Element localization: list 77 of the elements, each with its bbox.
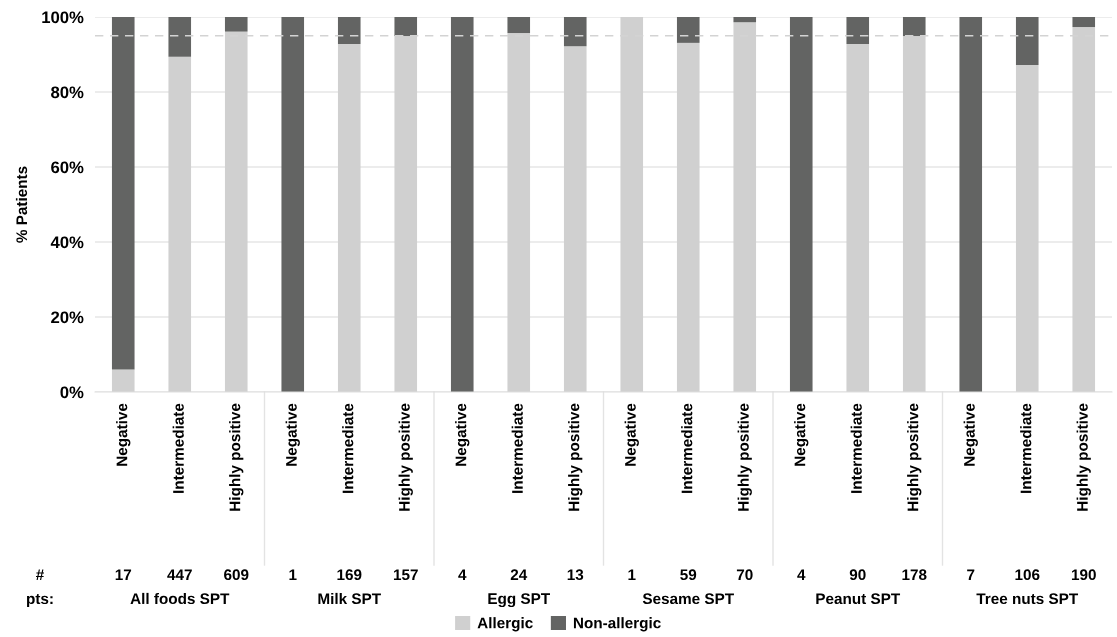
bar (846, 44, 870, 392)
bar (563, 17, 587, 47)
text: Egg SPT (488, 593, 550, 608)
text: 1 (628, 569, 636, 580)
bar (450, 17, 474, 392)
bar (1015, 17, 1039, 65)
y-tick-label: 80% (51, 86, 84, 99)
text: 1 (289, 569, 297, 580)
bar (224, 17, 248, 32)
bar (563, 46, 587, 392)
bar (733, 17, 757, 23)
text: pts: (27, 593, 53, 608)
text: 4 (797, 569, 806, 580)
y-tick-label: 60% (51, 161, 84, 174)
x-tick-label: Negative (963, 403, 978, 466)
text: All foods SPT (130, 592, 230, 605)
x-tick-label: Highly positive (568, 403, 583, 511)
x-tick-label: Highly positive (1076, 403, 1091, 511)
y-axis-title: % Patients (15, 166, 28, 243)
text: 17 (115, 569, 132, 580)
bar (281, 17, 305, 392)
bar (902, 17, 926, 37)
bar (337, 44, 361, 392)
text: Sesame SPT (642, 593, 734, 605)
bar (168, 17, 192, 57)
y-tick-label: 100% (42, 11, 84, 24)
y-tick-label: 20% (51, 311, 84, 324)
bar (168, 56, 192, 392)
x-tick-label: Intermediate (850, 403, 862, 493)
text: 157 (393, 569, 418, 581)
text: 169 (337, 569, 362, 581)
bar (337, 17, 361, 44)
x-tick-label: Highly positive (229, 403, 244, 511)
text: 59 (680, 569, 697, 581)
text: Milk SPT (318, 592, 381, 605)
legend-label: Allergic (477, 617, 533, 632)
legend-label: Non-allergic (573, 617, 661, 632)
text: 178 (902, 569, 927, 581)
bar (111, 17, 135, 370)
text: 24 (510, 569, 528, 580)
x-tick-label: Negative (624, 403, 639, 466)
bar (1015, 65, 1039, 392)
text: Peanut SPT (816, 593, 901, 605)
y-tick-label: 0% (60, 386, 84, 399)
y-tick-label: 40% (50, 236, 84, 249)
text: 13 (567, 569, 584, 581)
x-tick-label: Negative (285, 403, 300, 466)
text: Tree nuts SPT (976, 593, 1079, 605)
bar (507, 17, 531, 34)
text: 7 (967, 569, 975, 580)
text: 190 (1071, 569, 1096, 581)
x-tick-label: Intermediate (342, 403, 354, 493)
bar (789, 17, 813, 392)
text: # (36, 569, 44, 580)
bar (676, 42, 700, 392)
x-tick-label: Negative (455, 403, 470, 466)
x-tick-label: Intermediate (172, 403, 184, 493)
text: 106 (1015, 569, 1040, 581)
x-tick-label: Intermediate (1020, 403, 1032, 493)
x-tick-label: Highly positive (907, 403, 922, 511)
x-tick-label: Intermediate (511, 403, 523, 493)
x-tick-label: Negative (116, 403, 131, 466)
x-tick-label: Highly positive (737, 403, 752, 511)
bar (394, 17, 418, 37)
bar (111, 369, 135, 392)
text: 90 (849, 569, 866, 581)
bar (959, 17, 983, 392)
x-tick-label: Highly positive (398, 403, 413, 511)
bar (1072, 17, 1096, 28)
x-tick-label: Negative (794, 403, 809, 466)
text: 70 (736, 569, 753, 581)
bar (846, 17, 870, 44)
text: 4 (458, 569, 467, 580)
text: 447 (167, 569, 192, 580)
bar (676, 17, 700, 43)
text: 609 (224, 569, 249, 581)
x-tick-label: Intermediate (681, 403, 693, 493)
